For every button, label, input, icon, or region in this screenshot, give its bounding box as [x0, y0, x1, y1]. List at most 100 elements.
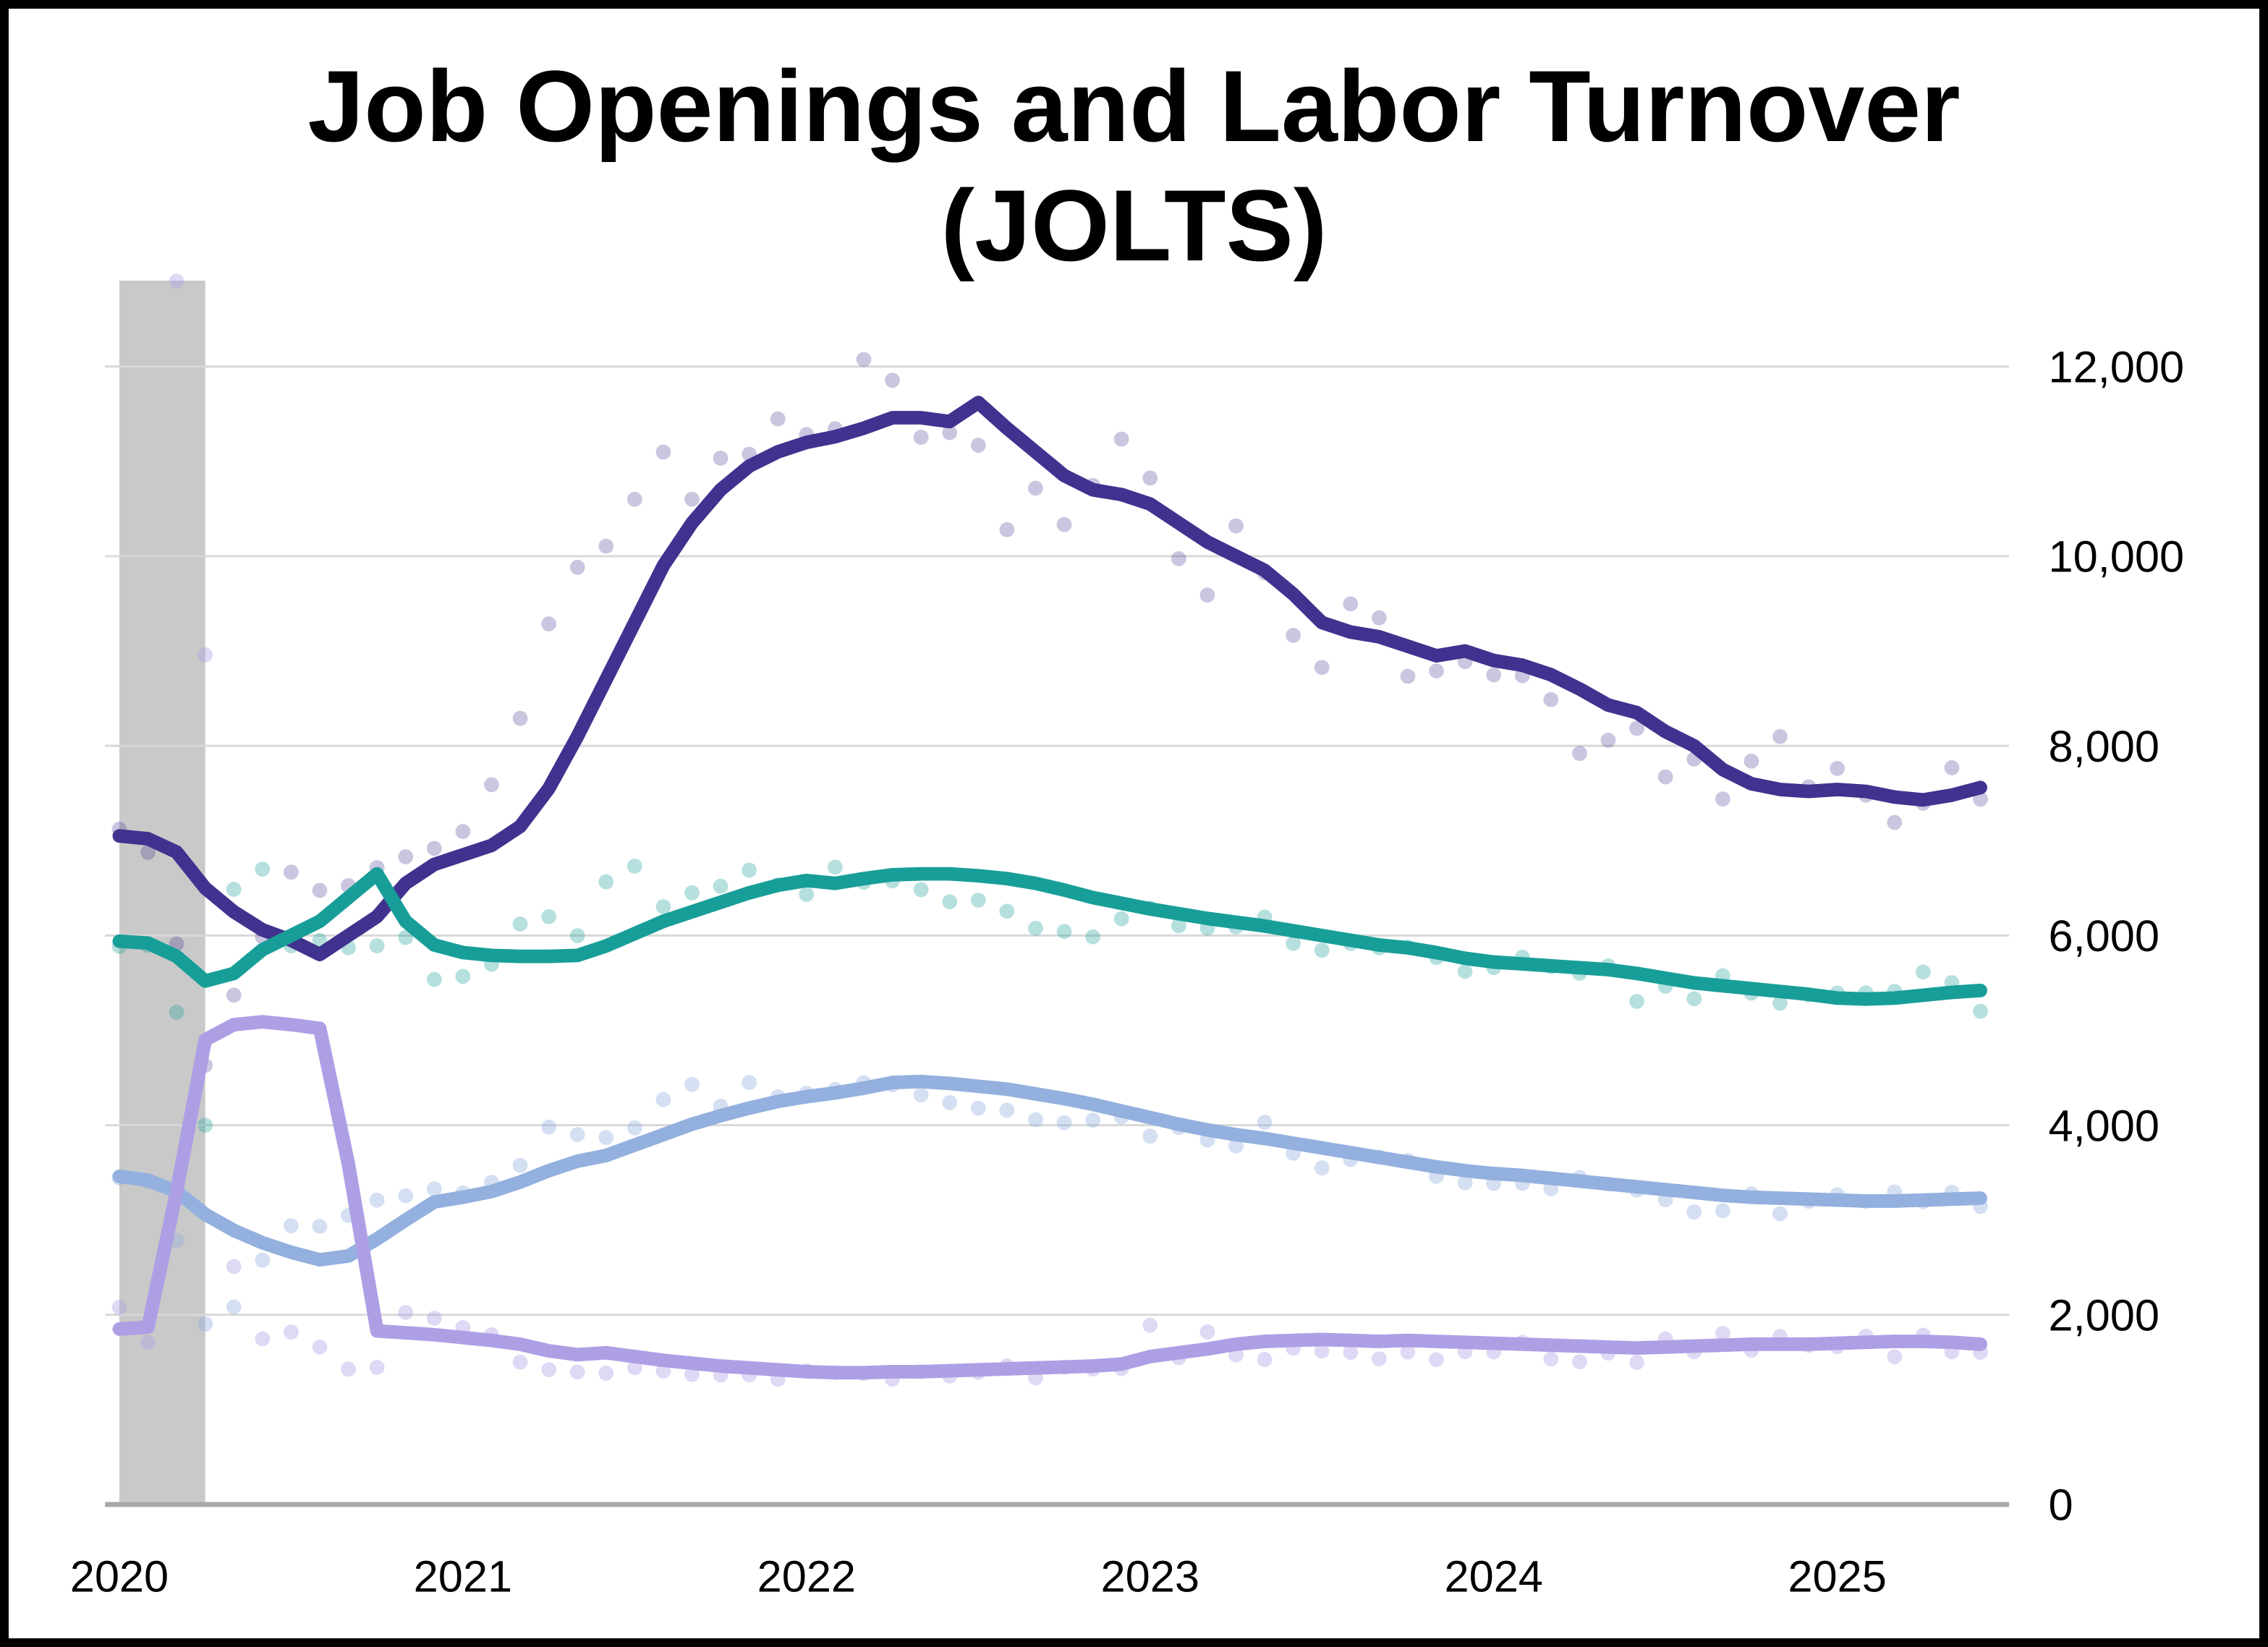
quits-dot — [255, 1252, 271, 1268]
quits-dot — [426, 1181, 442, 1196]
job-openings-dot — [598, 538, 614, 554]
hires-dot — [1772, 995, 1788, 1011]
job-openings-dot — [484, 777, 499, 793]
hires-dot — [1085, 929, 1100, 945]
job-openings-dot — [1199, 587, 1215, 603]
job-openings-dot — [1286, 628, 1301, 643]
job-openings-dot — [885, 373, 900, 388]
y-tick-label: 12,000 — [2049, 341, 2185, 391]
job-openings-dot — [1830, 760, 1846, 776]
hires-dot — [1286, 935, 1301, 951]
layoffs-discharges-dot — [140, 1335, 156, 1350]
job-openings-dot — [655, 444, 671, 460]
layoffs-discharges-monthly-dots — [111, 273, 1988, 1387]
quits-dot — [1142, 1128, 1158, 1144]
quits-dot — [1314, 1160, 1330, 1176]
layoffs-discharges-dot — [1372, 1351, 1387, 1366]
job-openings-dot — [1171, 550, 1186, 566]
job-openings-dot — [140, 845, 156, 860]
hires-dot — [942, 894, 958, 910]
job-openings-dot — [1400, 668, 1416, 684]
quits-dot — [942, 1094, 958, 1110]
job-openings-dot — [1572, 746, 1587, 762]
job-openings-dot — [1228, 518, 1244, 534]
hires-dot — [999, 903, 1015, 919]
layoffs-discharges-dot — [1572, 1354, 1587, 1369]
job-openings-dot — [1314, 660, 1330, 676]
y-tick-label: 0 — [2049, 1480, 2073, 1530]
y-tick-label: 6,000 — [2049, 911, 2159, 961]
hires-dot — [1113, 911, 1129, 927]
hires-dot — [512, 916, 528, 932]
job-openings-dot — [312, 882, 328, 898]
hires-dot — [541, 908, 557, 924]
hires-dot — [1457, 963, 1473, 979]
job-openings-dot — [226, 987, 242, 1003]
job-openings-dot — [1028, 480, 1043, 496]
hires-dot — [169, 1005, 184, 1020]
quits-dot — [1715, 1203, 1730, 1219]
hires-dot — [598, 874, 614, 890]
job-openings-dot — [1944, 760, 1960, 775]
quits-dot — [541, 1119, 557, 1135]
quits-dot — [913, 1087, 929, 1103]
x-tick-label: 2020 — [70, 1552, 169, 1601]
layoffs-discharges-dot — [541, 1362, 557, 1377]
layoffs-discharges-dot — [169, 273, 184, 289]
hires-dot — [1629, 993, 1644, 1009]
job-openings-dot — [970, 438, 986, 453]
y-tick-label: 8,000 — [2049, 721, 2159, 771]
x-tick-label: 2021 — [414, 1552, 512, 1601]
job-openings-dot — [1142, 470, 1158, 486]
job-openings-dot — [1772, 728, 1788, 744]
hires-dot — [1915, 964, 1931, 980]
y-tick-label: 10,000 — [2049, 532, 2185, 582]
quits-dot — [198, 1316, 213, 1332]
quits-dot — [284, 1218, 299, 1233]
layoffs-discharges-dot — [512, 1354, 528, 1370]
job-openings-dot — [541, 616, 557, 631]
quits-dot — [1686, 1204, 1702, 1220]
layoffs-discharges-dot — [255, 1331, 271, 1347]
quits-dot — [369, 1192, 385, 1208]
layoffs-discharges-dot — [1429, 1352, 1444, 1368]
layoffs-discharges-dot — [284, 1324, 299, 1340]
hires-dot — [684, 885, 700, 901]
x-tick-label: 2024 — [1444, 1552, 1542, 1601]
job-openings-dot — [426, 840, 442, 856]
hires-dot — [828, 859, 843, 875]
job-openings-dot — [999, 522, 1015, 537]
job-openings-dot — [1056, 516, 1072, 532]
job-openings-dot — [627, 491, 642, 507]
quits-dot — [684, 1076, 700, 1092]
hires-dot — [255, 861, 271, 877]
job-openings-dot — [1343, 596, 1359, 612]
quits-dot — [655, 1091, 671, 1107]
quits-dot — [398, 1188, 414, 1204]
quits-dot — [1085, 1112, 1100, 1128]
layoffs-discharges-dot — [1199, 1324, 1215, 1340]
job-openings-dot — [1744, 753, 1759, 769]
quits-trend-line — [112, 1074, 1987, 1267]
quits-dot — [512, 1157, 528, 1173]
quits-dot — [569, 1127, 585, 1143]
layoffs-discharges-dot — [1400, 1344, 1416, 1360]
quits-dot — [1457, 1175, 1473, 1191]
layoffs-discharges-dot — [1343, 1345, 1359, 1361]
layoffs-discharges-dot — [226, 1259, 242, 1274]
layoffs-discharges-trend-line — [112, 1015, 1987, 1380]
job-openings-dot — [942, 425, 958, 441]
layoffs-discharges-dot — [569, 1364, 585, 1380]
quits-dot — [627, 1120, 642, 1136]
quits-dot — [226, 1299, 242, 1315]
layoffs-discharges-dot — [1629, 1355, 1644, 1370]
layoffs-discharges-dot — [1887, 1349, 1903, 1365]
y-tick-label: 4,000 — [2049, 1100, 2159, 1150]
layoffs-discharges-dot — [198, 647, 213, 663]
job-openings-dot — [1657, 769, 1673, 785]
layoffs-discharges-dot — [684, 1366, 700, 1382]
y-tick-labels: 0 2,000 4,000 6,000 8,000 10,000 12,000 — [2049, 341, 2185, 1529]
chart-title: Job Openings and Labor Turnover (JOLTS) — [9, 46, 2259, 285]
hires-dot — [226, 882, 242, 897]
